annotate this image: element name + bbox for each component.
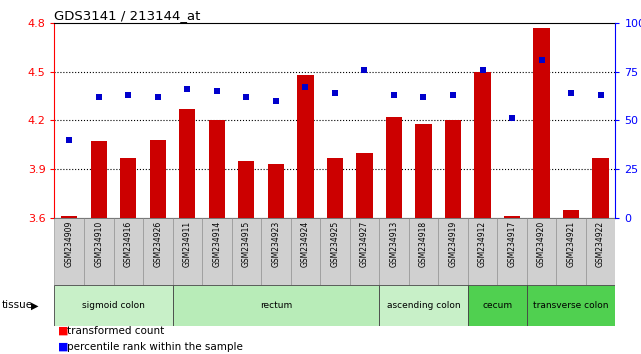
Text: percentile rank within the sample: percentile rank within the sample [67, 342, 243, 352]
Text: GSM234923: GSM234923 [271, 221, 280, 267]
Bar [497, 218, 527, 285]
Bar [415, 124, 431, 218]
Text: GSM234909: GSM234909 [65, 221, 74, 268]
Bar [179, 109, 196, 218]
Bar [468, 285, 527, 326]
Bar [84, 218, 113, 285]
Bar [504, 216, 520, 218]
Bar [54, 285, 172, 326]
Bar [445, 120, 461, 218]
Text: GDS3141 / 213144_at: GDS3141 / 213144_at [54, 9, 201, 22]
Bar [120, 158, 137, 218]
Bar [556, 218, 586, 285]
Bar [409, 218, 438, 285]
Bar [261, 218, 290, 285]
Text: transverse colon: transverse colon [533, 301, 609, 310]
Text: GSM234926: GSM234926 [153, 221, 162, 267]
Bar [209, 120, 225, 218]
Bar [592, 158, 609, 218]
Bar [238, 161, 254, 218]
Bar [113, 218, 143, 285]
Bar [533, 28, 550, 218]
Bar [202, 218, 231, 285]
Text: cecum: cecum [482, 301, 512, 310]
Text: ascending colon: ascending colon [387, 301, 460, 310]
Text: GSM234918: GSM234918 [419, 221, 428, 267]
Text: GSM234910: GSM234910 [94, 221, 103, 267]
Bar [356, 153, 372, 218]
Text: GSM234913: GSM234913 [390, 221, 399, 267]
Text: ■: ■ [58, 342, 68, 352]
Bar [172, 285, 379, 326]
Bar [527, 218, 556, 285]
Bar [438, 218, 468, 285]
Bar [379, 285, 468, 326]
Bar [143, 218, 172, 285]
Text: transformed count: transformed count [67, 326, 165, 336]
Bar [474, 72, 490, 218]
Bar [290, 218, 320, 285]
Bar [297, 75, 313, 218]
Bar [327, 158, 343, 218]
Bar [231, 218, 261, 285]
Bar [386, 117, 402, 218]
Bar [563, 210, 579, 218]
Text: GSM234912: GSM234912 [478, 221, 487, 267]
Text: GSM234916: GSM234916 [124, 221, 133, 267]
Bar [268, 164, 284, 218]
Text: ▶: ▶ [31, 300, 38, 310]
Bar [54, 218, 84, 285]
Bar [172, 218, 202, 285]
Text: GSM234919: GSM234919 [449, 221, 458, 267]
Text: tissue: tissue [1, 300, 33, 310]
Text: GSM234921: GSM234921 [567, 221, 576, 267]
Bar [527, 285, 615, 326]
Text: sigmoid colon: sigmoid colon [82, 301, 145, 310]
Bar [61, 216, 78, 218]
Text: GSM234915: GSM234915 [242, 221, 251, 267]
Text: GSM234922: GSM234922 [596, 221, 605, 267]
Text: rectum: rectum [260, 301, 292, 310]
Bar [150, 140, 166, 218]
Bar [90, 142, 107, 218]
Text: ■: ■ [58, 326, 68, 336]
Text: GSM234920: GSM234920 [537, 221, 546, 267]
Text: GSM234914: GSM234914 [212, 221, 221, 267]
Bar [320, 218, 350, 285]
Text: GSM234924: GSM234924 [301, 221, 310, 267]
Text: GSM234917: GSM234917 [508, 221, 517, 267]
Bar [468, 218, 497, 285]
Text: GSM234911: GSM234911 [183, 221, 192, 267]
Text: GSM234925: GSM234925 [330, 221, 340, 267]
Text: GSM234927: GSM234927 [360, 221, 369, 267]
Bar [350, 218, 379, 285]
Bar [586, 218, 615, 285]
Bar [379, 218, 409, 285]
